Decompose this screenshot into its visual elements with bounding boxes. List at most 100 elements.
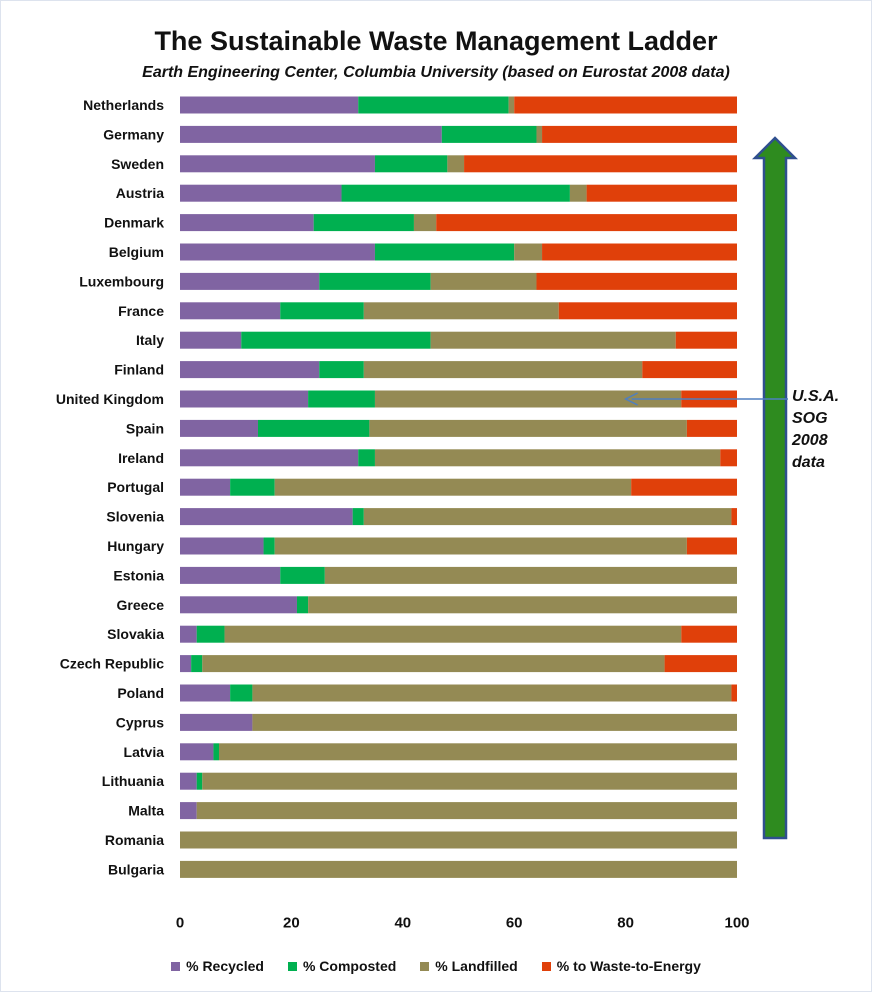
- bar-segment: [514, 96, 737, 114]
- bar-segment: [180, 860, 737, 878]
- bar-segment: [180, 713, 253, 731]
- bar-segment: [180, 96, 359, 114]
- bar-segment: [664, 655, 737, 673]
- bar-segment: [218, 743, 738, 761]
- bar-segment: [536, 125, 543, 143]
- bars-group: [180, 96, 738, 878]
- annotation-line: 2008: [792, 432, 828, 449]
- x-tick-labels: 0 20 40 60 80 100: [176, 914, 750, 931]
- bar-segment: [324, 566, 737, 584]
- bar-segment: [202, 772, 737, 790]
- bar-segment: [180, 508, 353, 526]
- category-label: Spain: [126, 420, 164, 436]
- bar-segment: [180, 772, 197, 790]
- chart-title: The Sustainable Waste Management Ladder: [154, 26, 718, 56]
- annotation-line: data: [792, 454, 825, 471]
- bar-segment: [274, 478, 632, 496]
- bar-segment: [180, 214, 314, 232]
- category-label: Czech Republic: [60, 656, 164, 672]
- bar-segment: [430, 272, 537, 290]
- category-labels: Netherlands Germany Sweden Austria Denmark Be…: [56, 97, 164, 877]
- category-label: Estonia: [113, 567, 164, 583]
- bar-segment: [681, 625, 737, 643]
- category-label: France: [118, 303, 164, 319]
- category-label: Belgium: [109, 244, 164, 260]
- bar-segment: [441, 125, 537, 143]
- bar-segment: [224, 625, 682, 643]
- bar-segment: [202, 655, 665, 673]
- bar-segment: [196, 802, 737, 820]
- bar-segment: [180, 743, 214, 761]
- x-tick-label: 0: [176, 914, 184, 931]
- bar-segment: [180, 243, 375, 261]
- category-label: Bulgaria: [108, 861, 164, 877]
- legend-item: % Recycled: [171, 958, 264, 974]
- bar-segment: [180, 684, 231, 702]
- bar-segment: [180, 537, 264, 555]
- bar-segment: [374, 155, 448, 173]
- bar-segment: [180, 184, 342, 202]
- bar-segment: [413, 214, 437, 232]
- bar-segment: [241, 331, 431, 349]
- bar-segment: [586, 184, 737, 202]
- bar-segment: [436, 214, 737, 232]
- category-label: Austria: [116, 185, 164, 201]
- category-label: Cyprus: [116, 714, 164, 730]
- bar-segment: [642, 361, 737, 379]
- category-label: Romania: [105, 832, 164, 848]
- x-tick-label: 80: [617, 914, 634, 931]
- bar-segment: [686, 537, 737, 555]
- bar-segment: [180, 831, 737, 849]
- category-label: Malta: [128, 803, 164, 819]
- bar-segment: [180, 155, 375, 173]
- bar-segment: [180, 390, 309, 408]
- legend-item: % Composted: [287, 958, 396, 974]
- bar-segment: [213, 743, 219, 761]
- bar-segment: [374, 390, 682, 408]
- legend-label: % to Waste-to-Energy: [556, 958, 701, 974]
- x-tick-label: 60: [506, 914, 523, 931]
- category-label: Finland: [114, 362, 164, 378]
- bar-segment: [319, 361, 364, 379]
- bar-segment: [230, 478, 275, 496]
- bar-segment: [352, 508, 364, 526]
- bar-segment: [569, 184, 587, 202]
- bar-segment: [430, 331, 676, 349]
- bar-segment: [447, 155, 465, 173]
- bar-segment: [731, 508, 737, 526]
- annotation-arrowhead: [623, 392, 638, 406]
- bar-segment: [180, 625, 197, 643]
- bar-segment: [180, 478, 231, 496]
- bar-segment: [542, 125, 737, 143]
- legend-swatch: [171, 961, 181, 971]
- bar-segment: [363, 302, 559, 320]
- category-label: Denmark: [104, 215, 164, 231]
- bar-segment: [508, 96, 515, 114]
- category-label: Luxembourg: [79, 273, 164, 289]
- bar-segment: [675, 331, 737, 349]
- legend-item: % Landfilled: [420, 958, 518, 974]
- bar-segment: [180, 596, 297, 614]
- bar-segment: [308, 390, 375, 408]
- annotation-line: SOG: [792, 410, 828, 427]
- ladder-arrow-icon: [751, 136, 799, 840]
- usa-annotation: U.S.A. SOG 2008 data: [792, 386, 862, 474]
- annotation-group: [623, 136, 799, 840]
- bar-segment: [274, 537, 687, 555]
- category-label: Netherlands: [83, 97, 164, 113]
- bar-segment: [464, 155, 737, 173]
- bar-segment: [180, 361, 320, 379]
- bar-segment: [363, 508, 732, 526]
- bar-segment: [280, 566, 325, 584]
- bar-segment: [558, 302, 737, 320]
- bar-segment: [358, 96, 509, 114]
- category-label: Latvia: [124, 744, 165, 760]
- bar-segment: [319, 272, 431, 290]
- bar-segment: [191, 655, 203, 673]
- bar-segment: [536, 272, 737, 290]
- bar-segment: [180, 331, 242, 349]
- category-label: Hungary: [107, 538, 164, 554]
- bar-segment: [280, 302, 364, 320]
- bar-segment: [180, 655, 192, 673]
- category-label: Germany: [103, 126, 164, 142]
